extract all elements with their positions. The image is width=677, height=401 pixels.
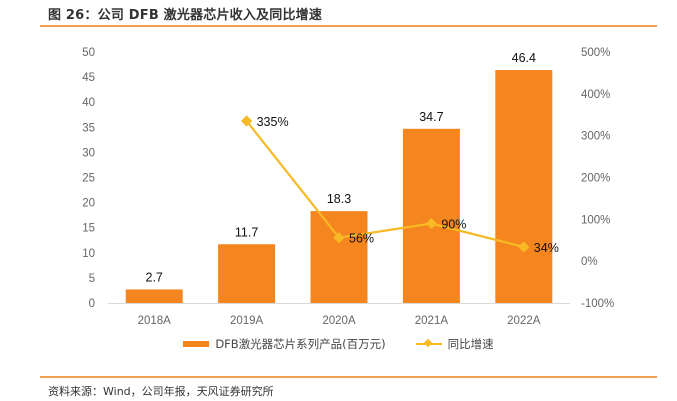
bar-data-label: 18.3 [327,192,351,206]
y-right-tick-label: 300% [581,131,610,143]
bar-data-label: 2.7 [146,270,163,284]
line-marker [518,241,530,253]
y-left-tick-label: 15 [82,223,95,235]
legend-label-growth: 同比增速 [447,337,494,351]
bar-data-label: 34.7 [419,110,443,124]
bar-data-label: 46.4 [512,51,536,65]
x-tick-label: 2022A [507,315,541,327]
x-tick-label: 2018A [138,315,172,327]
y-right-tick-label: -100% [581,298,614,310]
y-left-tick-label: 5 [89,273,95,285]
x-tick-label: 2021A [415,315,449,327]
line-data-label: 34% [534,241,559,255]
y-left-tick-label: 10 [82,248,95,260]
bar-series: 2.7 11.7 18.3 34.7 46.4 [125,51,553,304]
y-left-tick-label: 20 [82,198,95,210]
line-marker [333,232,345,244]
bar [310,211,368,303]
combo-chart: 0 5 10 15 20 25 30 35 40 45 50 -100% 0% 100% 200% 300%… [82,47,614,327]
y-left-tick-label: 50 [82,47,95,59]
y-right-tick-label: 500% [581,47,610,59]
y-left-tick-label: 30 [82,147,95,159]
source-note: 资料来源：Wind，公司年报，天风证券研究所 [48,385,274,398]
y-left-tick-label: 25 [82,173,95,185]
bar [218,244,276,303]
bar [402,128,460,303]
legend-label-revenue: DFB激光器芯片系列产品(百万元) [215,337,386,351]
legend-line-swatch [415,337,442,351]
line-marker [425,217,438,230]
x-tick-label: 2020A [322,315,356,327]
left-axis: 0 5 10 15 20 25 30 35 40 45 50 [82,47,95,310]
bar [495,70,553,304]
right-axis: -100% 0% 100% 200% 300% 400% 500% [581,47,614,310]
y-right-tick-label: 200% [581,173,610,185]
line-data-label: 335% [257,115,289,129]
footer-divider [40,376,657,378]
x-axis: 2018A 2019A 2020A 2021A 2022A [108,303,570,327]
y-left-tick-label: 45 [82,72,95,84]
y-right-tick-label: 100% [581,214,610,226]
y-right-tick-label: 0% [581,256,598,268]
x-tick-label: 2019A [230,315,264,327]
header-divider [40,25,657,27]
line-data-label: 56% [349,232,374,246]
y-left-tick-label: 40 [82,97,95,109]
legend-item-growth: 同比增速 [415,336,494,352]
line-data-label: 90% [441,218,466,232]
bar-data-label: 11.7 [235,225,258,239]
y-left-tick-label: 0 [89,298,95,310]
legend-bar-swatch [183,341,210,347]
y-right-tick-label: 400% [581,89,610,101]
legend-item-revenue: DFB激光器芯片系列产品(百万元) [183,336,386,352]
figure-title: 图 26：公司 DFB 激光器芯片收入及同比增速 [48,8,323,23]
growth-line [245,120,525,249]
bar [125,289,183,303]
y-left-tick-label: 35 [82,122,95,134]
legend: DFB激光器芯片系列产品(百万元) 同比增速 [0,336,677,352]
